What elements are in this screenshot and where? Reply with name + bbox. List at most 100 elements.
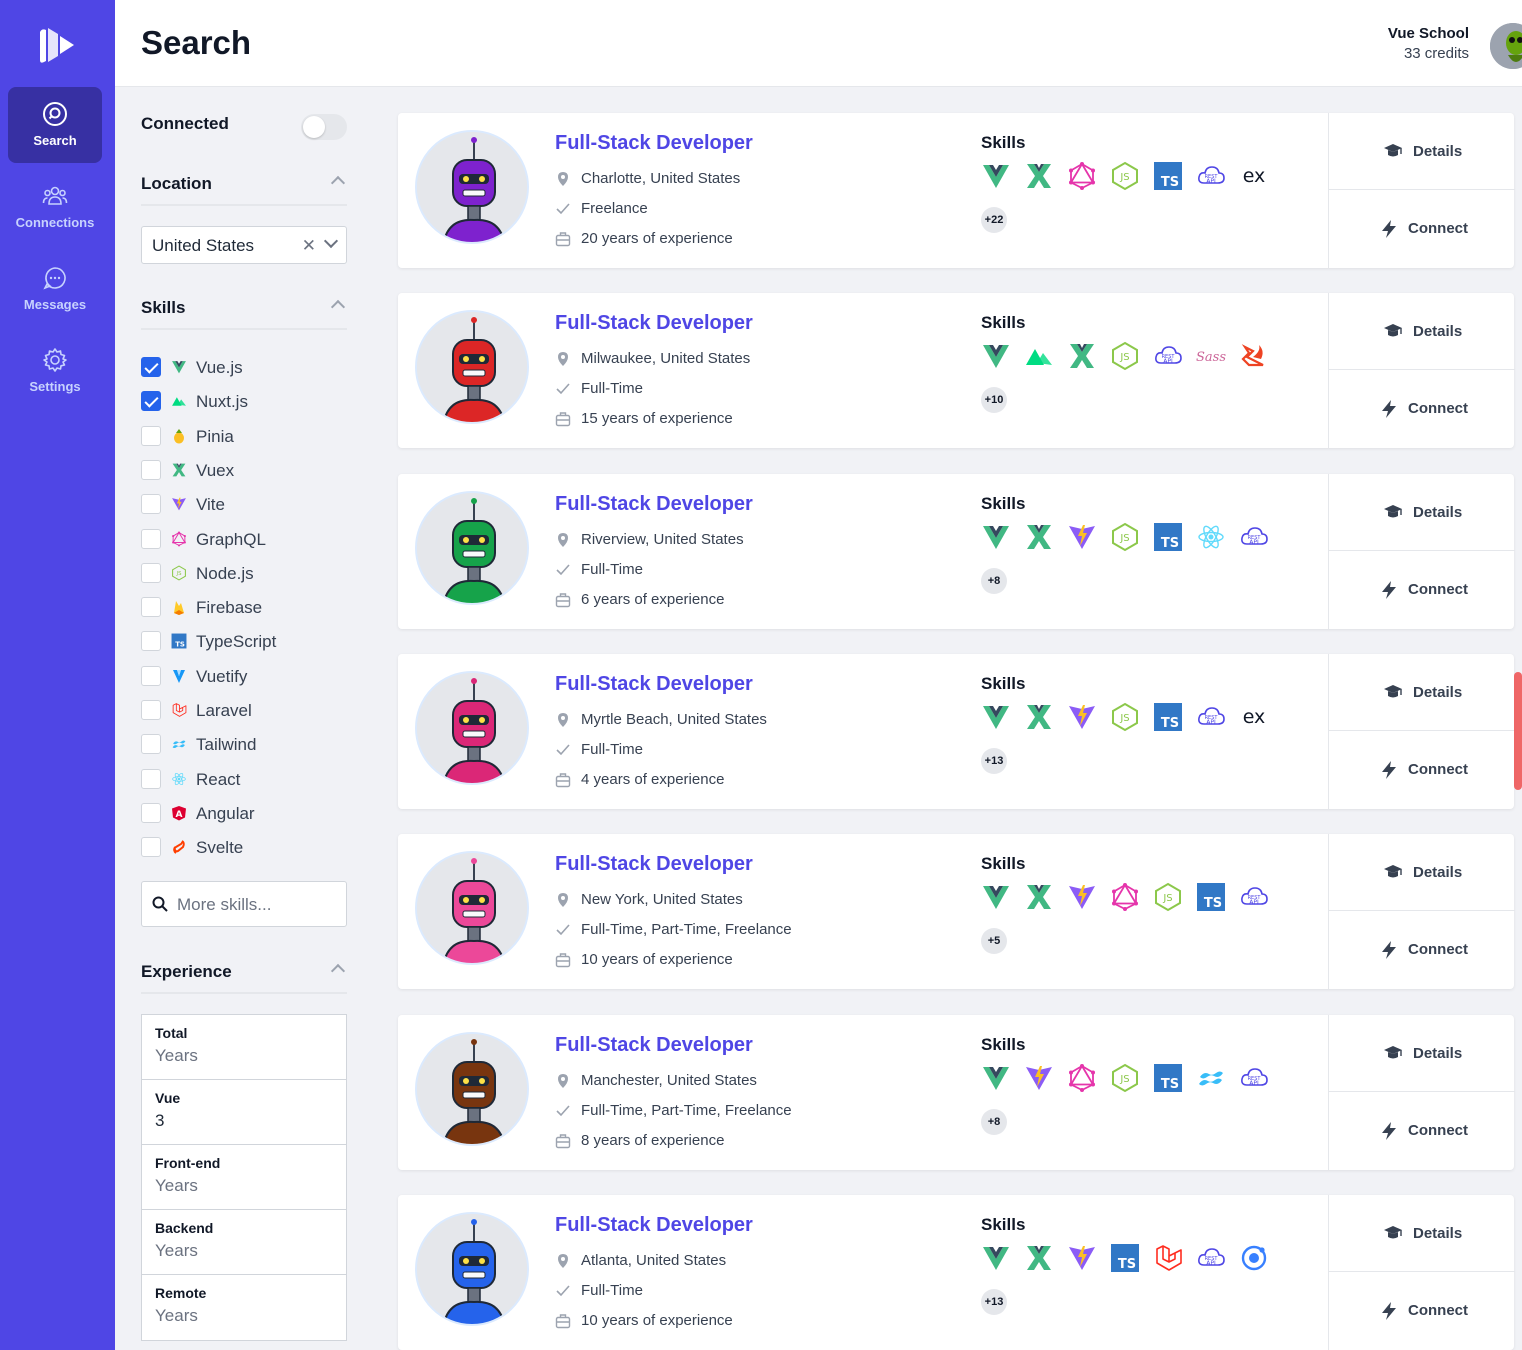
developer-role-link[interactable]: Full-Stack Developer: [555, 1033, 753, 1056]
svg-text:TS: TS: [1161, 536, 1179, 551]
experience-field-front-end[interactable]: Front-end Years: [142, 1145, 346, 1210]
clear-icon[interactable]: ✕: [301, 236, 316, 255]
skill-option-nodejs[interactable]: JS Node.js: [141, 562, 347, 586]
skill-option-nuxt[interactable]: Nuxt.js: [141, 390, 347, 414]
lightning-icon: [1379, 760, 1399, 780]
developer-role-link[interactable]: Full-Stack Developer: [555, 492, 753, 515]
avatar[interactable]: [415, 130, 529, 244]
graphql-icon: [171, 531, 187, 547]
app-logo-icon[interactable]: [34, 22, 80, 66]
connected-toggle[interactable]: [301, 114, 347, 140]
skill-option-vuetify[interactable]: Vuetify: [141, 665, 347, 689]
more-skills-badge[interactable]: +13: [981, 1288, 1007, 1315]
skill-checkbox[interactable]: [141, 631, 161, 652]
nav-item-settings[interactable]: Settings: [8, 333, 102, 409]
skill-option-tailwind[interactable]: Tailwind: [141, 733, 347, 757]
skill-checkbox[interactable]: [141, 837, 161, 858]
developer-role-link[interactable]: Full-Stack Developer: [555, 672, 753, 695]
skill-option-angular[interactable]: A Angular: [141, 802, 347, 826]
connect-button[interactable]: Connect: [1329, 732, 1515, 809]
skill-checkbox[interactable]: [141, 357, 161, 377]
skill-option-pinia[interactable]: Pinia: [141, 425, 347, 449]
user-info[interactable]: Vue School 33 credits: [1388, 25, 1469, 62]
experience-field-label: Total: [155, 1025, 188, 1041]
vite-icon: [1024, 1063, 1054, 1093]
skill-option-laravel[interactable]: Laravel: [141, 699, 347, 723]
skill-checkbox[interactable]: [141, 768, 161, 789]
more-skills-badge[interactable]: +10: [981, 387, 1007, 414]
details-button[interactable]: Details: [1329, 293, 1515, 371]
skill-checkbox[interactable]: [141, 459, 161, 480]
avatar[interactable]: [415, 1211, 529, 1326]
avatar[interactable]: [415, 1031, 529, 1146]
skill-option-graphql[interactable]: GraphQL: [141, 528, 347, 552]
skill-option-firebase[interactable]: Firebase: [141, 596, 347, 620]
more-skills-badge[interactable]: +8: [981, 1108, 1007, 1135]
nav-item-connections[interactable]: Connections: [8, 169, 102, 245]
details-button[interactable]: Details: [1329, 654, 1515, 731]
skill-checkbox[interactable]: [141, 700, 161, 720]
skill-option-vue[interactable]: Vue.js: [141, 356, 347, 380]
skill-checkbox[interactable]: [141, 597, 161, 618]
connect-button[interactable]: Connect: [1329, 552, 1515, 629]
avatar[interactable]: [1490, 23, 1522, 69]
more-skills-badge[interactable]: +8: [981, 567, 1007, 594]
experience-field-value[interactable]: Years: [155, 1241, 198, 1260]
vite-icon: [1067, 882, 1097, 912]
location-select[interactable]: United States ✕: [141, 226, 347, 264]
chevron-down-icon[interactable]: [323, 233, 339, 249]
connect-button[interactable]: Connect: [1329, 912, 1515, 989]
details-button[interactable]: Details: [1329, 1195, 1515, 1272]
skill-option-svelte[interactable]: Svelte: [141, 836, 347, 860]
experience-field-value[interactable]: 3: [155, 1111, 165, 1130]
scrollbar-indicator[interactable]: [1514, 672, 1522, 790]
details-button[interactable]: Details: [1329, 1015, 1515, 1092]
skill-checkbox[interactable]: [141, 425, 161, 446]
developer-role-link[interactable]: Full-Stack Developer: [555, 312, 753, 335]
skill-checkbox[interactable]: [141, 665, 161, 686]
details-button[interactable]: Details: [1329, 474, 1515, 551]
skill-checkbox[interactable]: [141, 562, 161, 583]
experience-field-value[interactable]: Years: [155, 1046, 198, 1065]
skill-option-react[interactable]: React: [141, 768, 347, 792]
avatar[interactable]: [415, 670, 529, 785]
avatar[interactable]: [415, 310, 529, 425]
location-text: Atlanta, United States: [581, 1251, 727, 1269]
more-skills-badge[interactable]: +22: [981, 207, 1007, 233]
nodejs-icon: JS: [1110, 522, 1140, 552]
skill-option-vuex[interactable]: Vuex: [141, 459, 347, 483]
more-skills-input[interactable]: More skills...: [141, 881, 347, 927]
details-button[interactable]: Details: [1329, 834, 1515, 912]
connect-button[interactable]: Connect: [1329, 1273, 1515, 1350]
nav-item-search[interactable]: Search: [8, 87, 102, 163]
avatar[interactable]: [415, 851, 529, 966]
skill-checkbox[interactable]: [141, 391, 161, 412]
developer-role-link[interactable]: Full-Stack Developer: [555, 853, 753, 876]
nav-item-messages[interactable]: Messages: [8, 251, 102, 327]
skill-checkbox[interactable]: [141, 802, 161, 823]
experience-field-value[interactable]: Years: [155, 1306, 198, 1325]
skill-option-vite[interactable]: Vite: [141, 493, 347, 517]
graduation-cap-icon: [1383, 682, 1403, 702]
experience-field-total[interactable]: Total Years: [142, 1015, 346, 1080]
details-button[interactable]: Details: [1329, 113, 1515, 190]
developer-role-link[interactable]: Full-Stack Developer: [555, 132, 753, 154]
experience-section-header[interactable]: Experience: [141, 962, 347, 994]
skill-checkbox[interactable]: [141, 494, 161, 515]
skills-section-header[interactable]: Skills: [141, 298, 347, 330]
experience-field-remote[interactable]: Remote Years: [142, 1275, 346, 1340]
experience-field-vue[interactable]: Vue 3: [142, 1080, 346, 1145]
skill-checkbox[interactable]: [141, 528, 161, 549]
more-skills-badge[interactable]: +13: [981, 747, 1007, 774]
experience-field-value[interactable]: Years: [155, 1176, 198, 1195]
more-skills-badge[interactable]: +5: [981, 928, 1007, 955]
skill-option-typescript[interactable]: TS TypeScript: [141, 630, 347, 654]
experience-field-backend[interactable]: Backend Years: [142, 1210, 346, 1275]
skill-checkbox[interactable]: [141, 734, 161, 755]
connect-button[interactable]: Connect: [1329, 191, 1515, 268]
connect-button[interactable]: Connect: [1329, 371, 1515, 448]
developer-role-link[interactable]: Full-Stack Developer: [555, 1213, 753, 1236]
avatar[interactable]: [415, 490, 529, 605]
location-section-header[interactable]: Location: [141, 174, 347, 206]
connect-button[interactable]: Connect: [1329, 1093, 1515, 1170]
